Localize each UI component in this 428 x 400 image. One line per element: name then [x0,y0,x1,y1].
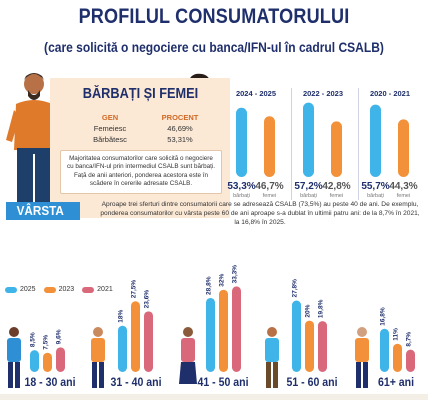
legend-swatch [43,286,56,293]
gender-category-label: femei [397,193,410,199]
age-group-label: 18 - 30 ani [24,375,76,389]
age-bar [43,352,52,372]
age-value-label: 7,5% [43,335,50,350]
age-bar [292,300,301,372]
gender-table: GEN PROCENT Femeiesc 46,69% Bărbătesc 53… [80,112,210,145]
age-bar [144,311,153,372]
legend-item-2025: 2025 [5,286,36,293]
gender-value-label: 44,3% [389,181,417,192]
person-icon [355,327,369,388]
age-value-label: 23,6% [144,290,151,309]
period-label: 2024 - 2025 [235,89,277,98]
age-value-label: 9,6% [56,329,63,344]
age-value-label: 27,5% [131,280,138,299]
age-value-label: 19,8% [318,299,325,318]
gender-value-label: 55,7% [361,181,389,192]
age-value-label: 33,3% [232,265,239,284]
gender-bar [303,102,314,177]
person-icon [265,327,279,388]
age-group-label: 31 - 40 ani [110,375,162,389]
person-icon [179,327,197,384]
person-icon [91,327,105,388]
age-value-label: 28,8% [206,276,213,295]
age-bar [118,325,127,372]
gender-note: Majoritatea consumatorilor care solicită… [60,150,222,194]
gender-row-value: 53,31% [167,135,193,144]
gender-col-gen: GEN [101,113,119,122]
gender-heading: BĂRBAȚI ȘI FEMEI [82,85,199,102]
gender-col-pct: PROCENT [161,113,199,122]
age-value-label: 8,5% [30,332,37,347]
age-bar [131,301,140,372]
gender-row-femei: Femeiesc 46,69% [80,123,210,134]
period-label: 2022 - 2023 [302,89,344,98]
gender-table-header: GEN PROCENT [80,112,210,123]
period-divider [358,88,359,200]
legend-item-2023: 2023 [43,286,75,293]
age-bar [232,286,241,372]
legend-label: 2021 [97,286,113,293]
gender-value-label: 57,2% [294,181,322,192]
gender-bar [398,119,409,177]
age-value-label: 18% [118,309,125,322]
age-value-label: 27,8% [292,279,299,298]
period-label: 2020 - 2021 [369,89,411,98]
gender-row-label: Femeiesc [93,124,127,133]
age-bar [206,297,215,372]
age-legend: 2025 2023 2021 [5,286,113,293]
gender-value-label: 53,3% [227,181,255,192]
age-bar [380,328,389,372]
gender-value-label: 42,8% [322,181,350,192]
age-value-label: 11% [393,328,400,341]
gender-category-label: femei [330,193,343,199]
age-section-banner [6,202,80,220]
ground-strip [0,394,428,400]
legend-label: 2023 [58,286,75,293]
age-section-heading: VÂRSTA [16,203,64,218]
gender-bar-chart: 53,3%bărbați46,7%femei57,2%bărbați42,8%f… [227,102,418,199]
gender-row-barbati: Bărbătesc 53,31% [80,134,210,145]
gender-bar [331,121,342,177]
page-title: PROFILUL CONSUMATORULUI [78,5,350,28]
gender-bar [370,104,381,177]
page-subtitle: (care solicită o negociere cu banca/IFN-… [44,39,384,55]
gender-category-label: bărbați [300,193,317,199]
gender-category-label: femei [263,193,276,199]
age-value-label: 20% [305,304,312,317]
age-bar [318,321,327,372]
period-divider [291,88,292,200]
age-bar [30,350,39,372]
age-bar [305,320,314,372]
gender-category-label: bărbați [233,193,250,199]
person-icon [7,327,21,388]
age-group-label: 41 - 50 ani [197,375,249,389]
gender-bar [264,116,275,177]
gender-bar [236,107,247,177]
legend-item-2021: 2021 [82,286,113,293]
gender-row-label: Bărbătesc [93,135,127,144]
age-group-label: 51 - 60 ani [286,375,338,389]
gender-category-label: bărbați [367,193,384,199]
legend-swatch [5,286,17,293]
legend-label: 2025 [20,286,36,293]
age-note: Aproape trei sferturi dintre consumatori… [100,201,420,226]
age-value-label: 32% [219,273,226,286]
age-bar [393,343,402,372]
age-bar [219,289,228,372]
age-bar [56,347,65,372]
gender-value-label: 46,7% [255,181,283,192]
gender-panel [50,78,230,218]
gender-row-value: 46,69% [167,124,193,133]
age-bar [406,349,415,372]
age-value-label: 16,8% [380,307,387,326]
age-value-label: 8,7% [406,332,413,347]
age-group-label: 61+ ani [377,375,415,389]
legend-swatch [82,286,95,293]
